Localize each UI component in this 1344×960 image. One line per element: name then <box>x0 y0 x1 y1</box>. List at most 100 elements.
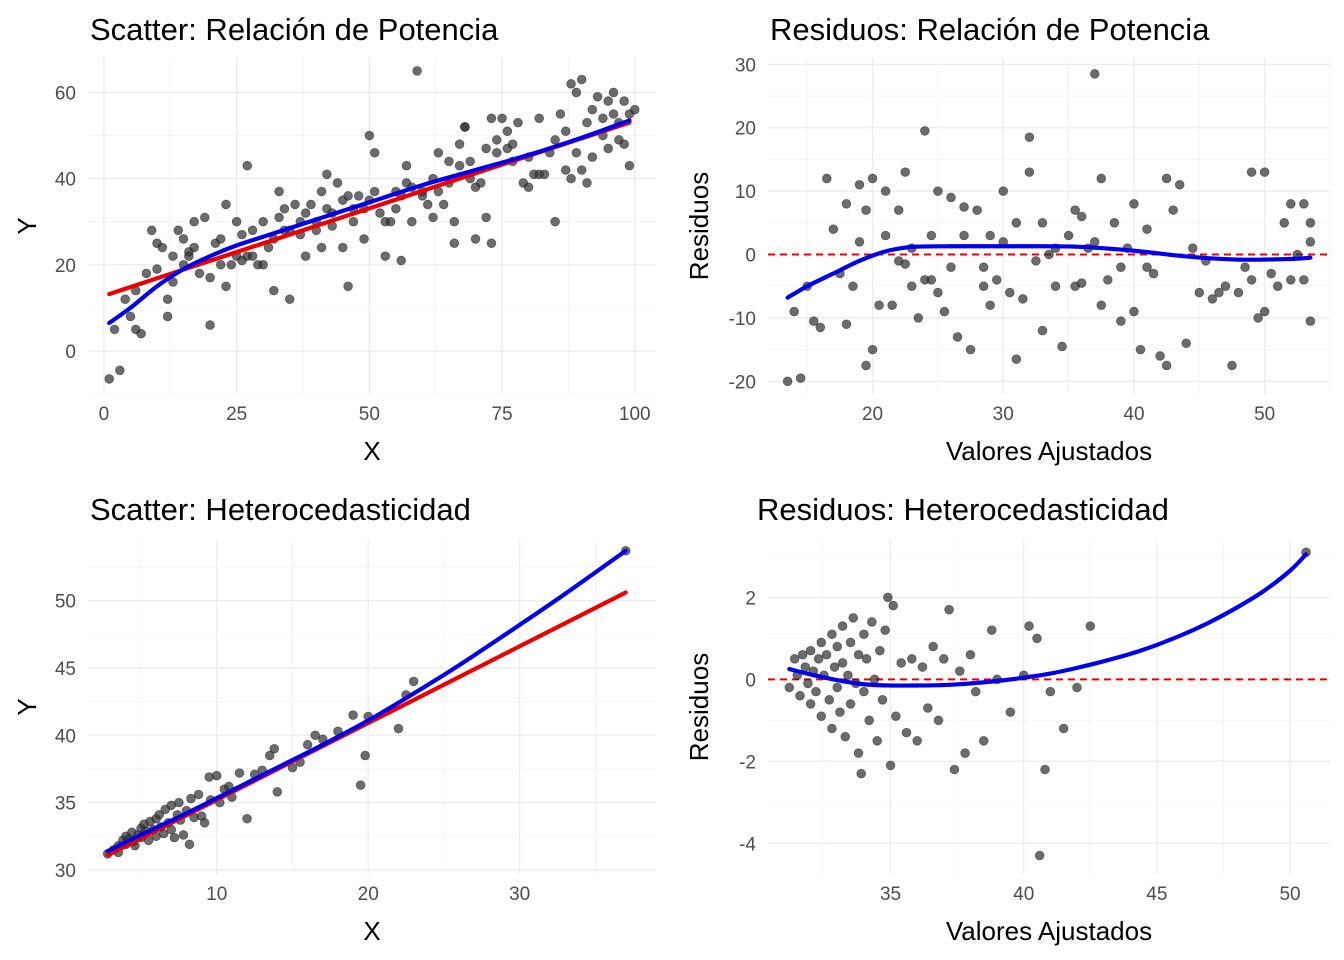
x-tick-label: 45 <box>1146 884 1167 905</box>
data-point <box>205 272 215 283</box>
data-point <box>476 178 486 188</box>
x-axis-title: X <box>363 436 380 466</box>
y-tick-label: 0 <box>65 342 76 363</box>
data-point <box>978 736 989 746</box>
data-point <box>555 109 566 119</box>
data-point <box>1005 707 1016 717</box>
data-point <box>1116 262 1126 273</box>
data-point <box>566 173 576 184</box>
data-point <box>880 230 891 241</box>
data-point <box>550 135 560 145</box>
data-point <box>629 104 640 115</box>
data-point <box>1266 268 1276 279</box>
data-point <box>168 251 178 261</box>
data-point <box>1305 316 1316 326</box>
data-point <box>391 203 401 214</box>
data-point <box>960 748 970 758</box>
data-point <box>920 126 930 136</box>
data-point <box>1285 199 1296 209</box>
data-point <box>795 373 806 383</box>
data-point <box>343 191 353 201</box>
data-point <box>1259 306 1270 317</box>
data-point <box>1227 360 1237 371</box>
data-point <box>1024 167 1035 177</box>
data-point <box>348 710 358 720</box>
data-point <box>1181 338 1192 349</box>
y-tick-label: 50 <box>55 592 76 613</box>
data-point <box>1155 351 1165 361</box>
data-point <box>211 770 222 781</box>
x-tick-label: 30 <box>993 404 1014 425</box>
data-point <box>534 113 545 124</box>
x-tick-label: 40 <box>1123 404 1144 425</box>
data-point <box>978 262 989 273</box>
data-point <box>242 160 253 171</box>
x-tick-label: 50 <box>359 404 380 425</box>
data-point <box>837 658 848 668</box>
y-axis-title: Y <box>12 217 42 234</box>
data-point <box>125 311 136 322</box>
data-point <box>803 678 813 689</box>
y-tick-label: 0 <box>745 246 756 267</box>
data-point <box>355 780 366 790</box>
panel-title: Residuos: Heterocedasticidad <box>757 492 1169 527</box>
data-point <box>1253 313 1263 323</box>
y-tick-label: 35 <box>55 794 76 815</box>
data-point <box>859 629 869 640</box>
data-point <box>375 208 385 218</box>
data-point <box>587 152 598 162</box>
data-point <box>1076 211 1087 222</box>
x-tick-label: 30 <box>509 884 530 905</box>
data-point <box>428 212 438 223</box>
data-point <box>178 830 189 840</box>
data-point <box>998 186 1009 196</box>
data-point <box>965 344 976 355</box>
data-point <box>893 205 904 215</box>
data-point <box>1148 268 1159 279</box>
data-point <box>805 699 816 709</box>
data-point <box>946 262 956 273</box>
data-point <box>1220 281 1231 292</box>
data-point <box>486 113 497 124</box>
x-tick-label: 20 <box>358 884 379 905</box>
data-point <box>284 294 295 305</box>
data-point <box>1018 294 1028 304</box>
data-point <box>813 654 824 664</box>
data-point <box>949 764 960 775</box>
data-point <box>861 205 871 215</box>
x-tick-label: 25 <box>226 404 247 425</box>
data-point <box>1096 300 1107 311</box>
data-point <box>1089 237 1100 247</box>
data-point <box>454 160 465 171</box>
data-point <box>828 224 839 234</box>
data-point <box>174 797 184 808</box>
data-point <box>571 87 582 98</box>
data-point <box>272 787 283 797</box>
data-point <box>1089 69 1100 79</box>
data-point <box>872 736 883 746</box>
data-point <box>985 300 995 311</box>
data-point <box>1024 621 1034 631</box>
data-point <box>274 186 284 197</box>
data-point <box>954 666 965 676</box>
x-tick-label: 50 <box>1254 404 1275 425</box>
data-point <box>816 637 827 648</box>
loess-fit-line <box>785 244 1313 300</box>
data-point <box>226 259 237 270</box>
data-point <box>1070 205 1080 215</box>
data-point <box>582 117 592 128</box>
data-point <box>1285 275 1296 285</box>
data-point <box>343 281 353 292</box>
data-point <box>199 818 210 828</box>
data-point <box>1044 249 1054 260</box>
data-point <box>316 186 327 197</box>
data-point <box>933 715 944 726</box>
data-point <box>258 259 268 270</box>
data-point <box>965 649 976 660</box>
data-point <box>438 199 449 210</box>
data-point <box>906 281 917 292</box>
data-point <box>310 730 321 741</box>
panel-title: Scatter: Relación de Potencia <box>90 12 499 47</box>
data-point <box>832 641 843 652</box>
data-point <box>827 723 837 734</box>
